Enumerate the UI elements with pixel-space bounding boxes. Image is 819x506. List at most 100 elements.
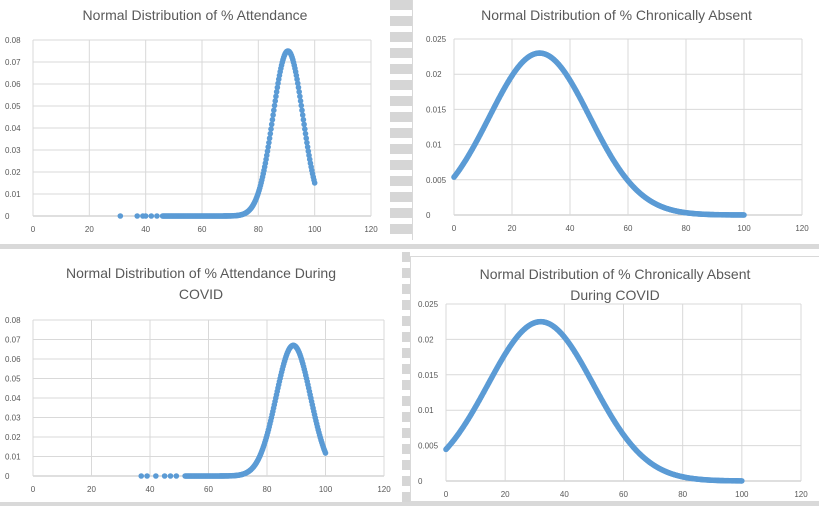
sheet-divider-bottom — [0, 502, 819, 506]
x-tick-label: 100 — [735, 490, 749, 499]
x-tick-label: 80 — [263, 485, 272, 494]
x-tick-label: 20 — [87, 485, 96, 494]
data-point — [294, 80, 301, 87]
y-tick-label: 0.01 — [418, 406, 434, 415]
data-point — [268, 121, 275, 128]
y-tick-label: 0.02 — [426, 70, 442, 79]
data-point — [296, 89, 302, 95]
data-point — [311, 180, 318, 186]
y-tick-label: 0.05 — [5, 375, 21, 384]
y-tick-label: 0.005 — [418, 442, 439, 451]
x-tick-label: 0 — [31, 225, 36, 234]
data-point — [117, 213, 124, 219]
y-tick-label: 0.02 — [5, 433, 21, 442]
data-point — [303, 135, 310, 142]
chart-panel-chronically-absent-covid[interactable]: 0 0.005 0.01 0.015 0.02 0.025 0 20 40 60 80 100 120 … — [410, 256, 819, 502]
sheet-divider — [0, 244, 819, 249]
chart-attendance: 0 0.01 0.02 0.03 0.04 0.05 0.06 0.07 0.08 0 20 40 60… — [5, 36, 378, 234]
data-point — [142, 213, 149, 219]
data-point — [273, 89, 280, 95]
data-point — [138, 473, 145, 479]
series-points — [138, 342, 329, 479]
data-point — [305, 148, 312, 155]
x-tick-label: 40 — [146, 485, 155, 494]
data-point — [264, 148, 271, 155]
data-point — [272, 98, 279, 104]
x-tick-label: 0 — [444, 490, 449, 499]
y-tick-label: 0.08 — [5, 316, 21, 325]
chart-title-line: Normal Distribution of % Attendance Duri… — [65, 265, 337, 281]
y-tick-label: 0.005 — [426, 176, 447, 185]
x-tick-label: 40 — [141, 225, 150, 234]
y-tick-label: 0 — [418, 477, 423, 486]
data-point — [269, 116, 276, 123]
y-tick-label: 0.025 — [418, 300, 439, 309]
chart-panel-attendance[interactable]: 0 0.01 0.02 0.03 0.04 0.05 0.06 0.07 0.08 0 20 40 60… — [0, 0, 390, 240]
chart-title-line: Normal Distribution of % Chronically Abs… — [479, 266, 751, 282]
chart-panel-chronically-absent[interactable]: 0 0.005 0.01 0.015 0.02 0.025 0 20 40 60 80 100 120 … — [412, 0, 819, 240]
chart-title: Normal Distribution of % Attendance — [0, 5, 390, 26]
data-point — [173, 473, 180, 479]
x-tick-label: 100 — [319, 485, 333, 494]
y-tick-label: 0.04 — [5, 124, 21, 133]
data-point — [274, 84, 281, 91]
x-tick-label: 120 — [795, 224, 809, 233]
chart-chronically-absent: 0 0.005 0.01 0.015 0.02 0.025 0 20 40 60 80 100 120 — [426, 35, 809, 233]
data-point — [265, 144, 271, 150]
y-tick-label: 0 — [5, 472, 10, 481]
data-point — [266, 135, 273, 142]
data-point — [271, 107, 277, 114]
series-points — [117, 48, 318, 219]
x-tick-label: 80 — [678, 490, 687, 499]
x-tick-label: 20 — [508, 224, 517, 233]
x-tick-label: 60 — [624, 224, 633, 233]
x-tick-label: 80 — [682, 224, 691, 233]
chart-chronically-absent-covid: 0 0.005 0.01 0.015 0.02 0.025 0 20 40 60 80 100 120 — [418, 300, 808, 499]
y-tick-label: 0.07 — [5, 336, 21, 345]
x-tick-label: 20 — [501, 490, 510, 499]
x-tick-label: 100 — [737, 224, 751, 233]
y-tick-label: 0.06 — [5, 355, 21, 364]
data-point — [144, 473, 150, 479]
x-tick-label: 120 — [377, 485, 391, 494]
y-tick-label: 0.015 — [418, 371, 439, 380]
data-point — [298, 102, 305, 109]
y-tick-label: 0.08 — [5, 36, 21, 45]
data-point — [300, 116, 307, 123]
data-point — [304, 139, 310, 146]
data-point — [267, 130, 274, 137]
data-point — [270, 112, 276, 118]
x-tick-label: 20 — [85, 225, 94, 234]
data-point — [302, 130, 309, 137]
y-tick-label: 0.06 — [5, 80, 21, 89]
x-tick-label: 80 — [254, 225, 263, 234]
chart-title-line: During COVID — [570, 287, 660, 303]
data-point — [739, 478, 745, 484]
y-tick-label: 0.01 — [5, 453, 21, 462]
y-tick-label: 0.05 — [5, 102, 21, 111]
chart-title: Normal Distribution of % Attendance Duri… — [0, 263, 402, 305]
y-tick-label: 0.02 — [418, 335, 434, 344]
x-tick-label: 120 — [794, 490, 808, 499]
y-tick-label: 0 — [5, 212, 10, 221]
x-tick-label: 40 — [566, 224, 575, 233]
data-point — [302, 126, 308, 132]
data-point — [741, 212, 747, 218]
data-point — [304, 144, 311, 150]
y-tick-label: 0.025 — [426, 35, 447, 44]
x-tick-label: 0 — [31, 485, 36, 494]
x-tick-label: 40 — [560, 490, 569, 499]
chart-title: Normal Distribution of % Chronically Abs… — [411, 264, 819, 306]
y-tick-label: 0.03 — [5, 414, 21, 423]
data-point — [154, 213, 160, 219]
data-point — [266, 139, 272, 146]
chart-panel-attendance-covid[interactable]: 0 0.01 0.02 0.03 0.04 0.05 0.06 0.07 0.08 0 20 40 60… — [0, 256, 402, 502]
sheet-gap-vertical — [390, 0, 412, 252]
data-point — [297, 93, 303, 100]
data-point — [161, 473, 168, 479]
data-point — [295, 84, 302, 91]
data-point — [301, 121, 307, 128]
data-point — [148, 213, 155, 219]
x-tick-label: 0 — [452, 224, 457, 233]
data-point — [297, 98, 304, 104]
